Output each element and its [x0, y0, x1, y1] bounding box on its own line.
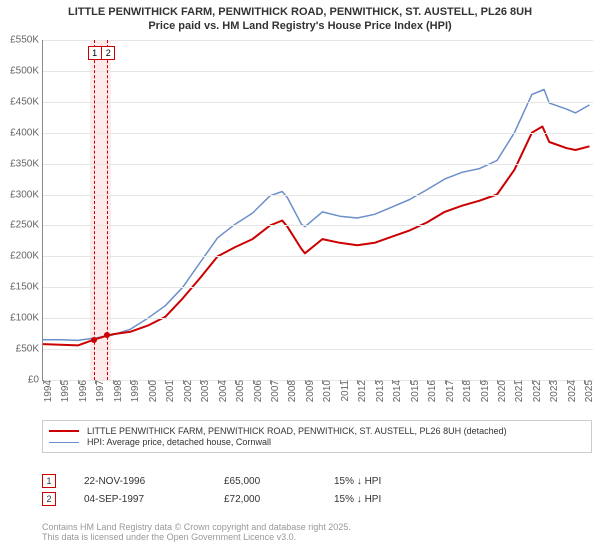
legend-swatch	[49, 430, 79, 432]
x-axis-label: 2025	[580, 380, 595, 402]
x-axis-label: 2004	[214, 380, 229, 402]
y-axis-label: £150K	[10, 282, 43, 293]
x-axis-label: 2017	[441, 380, 456, 402]
marker-number: 1	[88, 46, 102, 60]
gridline	[43, 225, 593, 226]
marker-dot	[91, 337, 97, 343]
series-line	[43, 127, 590, 346]
x-axis-label: 1998	[109, 380, 124, 402]
transaction-price: £65,000	[224, 476, 334, 487]
gridline	[43, 40, 593, 41]
gridline	[43, 71, 593, 72]
y-axis-label: £450K	[10, 96, 43, 107]
y-axis-label: £400K	[10, 127, 43, 138]
marker-dot	[104, 332, 110, 338]
x-axis-label: 1997	[91, 380, 106, 402]
x-axis-label: 2015	[406, 380, 421, 402]
y-axis-label: £200K	[10, 251, 43, 262]
legend-item: LITTLE PENWITHICK FARM, PENWITHICK ROAD,…	[49, 426, 585, 436]
x-axis-label: 1994	[39, 380, 54, 402]
transaction-date: 22-NOV-1996	[84, 476, 224, 487]
x-axis-label: 1995	[56, 380, 71, 402]
chart-title: LITTLE PENWITHICK FARM, PENWITHICK ROAD,…	[0, 0, 600, 36]
x-axis-label: 2001	[161, 380, 176, 402]
legend-item: HPI: Average price, detached house, Corn…	[49, 437, 585, 447]
y-axis-label: £500K	[10, 65, 43, 76]
title-line-1: LITTLE PENWITHICK FARM, PENWITHICK ROAD,…	[6, 6, 594, 20]
footer-line-1: Contains HM Land Registry data © Crown c…	[42, 522, 351, 532]
marker-number: 2	[101, 46, 115, 60]
footer-line-2: This data is licensed under the Open Gov…	[42, 532, 351, 542]
legend: LITTLE PENWITHICK FARM, PENWITHICK ROAD,…	[42, 420, 592, 453]
transaction-row: 2 04-SEP-1997£72,00015% ↓ HPI	[42, 492, 592, 506]
y-axis-label: £250K	[10, 220, 43, 231]
gridline	[43, 287, 593, 288]
x-axis-label: 2021	[510, 380, 525, 402]
transaction-date: 04-SEP-1997	[84, 494, 224, 505]
transaction-marker-number: 2	[42, 492, 56, 506]
gridline	[43, 318, 593, 319]
x-axis-label: 2019	[476, 380, 491, 402]
transaction-marker-number: 1	[42, 474, 56, 488]
x-axis-label: 2012	[353, 380, 368, 402]
gridline	[43, 256, 593, 257]
x-axis-label: 2002	[179, 380, 194, 402]
x-axis-label: 2013	[371, 380, 386, 402]
gridline	[43, 164, 593, 165]
series-line	[43, 90, 590, 341]
x-axis-label: 2006	[249, 380, 264, 402]
x-axis-label: 2016	[423, 380, 438, 402]
legend-label: LITTLE PENWITHICK FARM, PENWITHICK ROAD,…	[87, 426, 507, 436]
x-axis-label: 2020	[493, 380, 508, 402]
gridline	[43, 349, 593, 350]
x-axis-label: 2018	[458, 380, 473, 402]
x-axis-label: 2007	[266, 380, 281, 402]
x-axis-label: 2003	[196, 380, 211, 402]
legend-swatch	[49, 442, 79, 443]
gridline	[43, 133, 593, 134]
x-axis-label: 2000	[144, 380, 159, 402]
transaction-row: 1 22-NOV-1996£65,00015% ↓ HPI	[42, 474, 592, 488]
plot-area: £0£50K£100K£150K£200K£250K£300K£350K£400…	[42, 40, 593, 381]
gridline	[43, 102, 593, 103]
x-axis-label: 2014	[388, 380, 403, 402]
title-line-2: Price paid vs. HM Land Registry's House …	[6, 20, 594, 34]
x-axis-label: 1996	[74, 380, 89, 402]
transaction-delta: 15% ↓ HPI	[334, 494, 381, 505]
x-axis-label: 2023	[545, 380, 560, 402]
x-axis-label: 1999	[126, 380, 141, 402]
x-axis-label: 2022	[528, 380, 543, 402]
y-axis-label: £550K	[10, 35, 43, 46]
footer-attribution: Contains HM Land Registry data © Crown c…	[42, 522, 351, 542]
marker-vline	[94, 40, 95, 380]
x-axis-label: 2011	[336, 380, 351, 402]
y-axis-label: £100K	[10, 313, 43, 324]
x-axis-label: 2024	[563, 380, 578, 402]
line-series-svg	[43, 40, 593, 380]
transactions-table: 1 22-NOV-1996£65,00015% ↓ HPI 2 04-SEP-1997…	[42, 470, 592, 510]
transaction-delta: 15% ↓ HPI	[334, 476, 381, 487]
x-axis-label: 2010	[318, 380, 333, 402]
y-axis-label: £50K	[16, 344, 43, 355]
transaction-price: £72,000	[224, 494, 334, 505]
marker-vline	[107, 40, 108, 380]
y-axis-label: £300K	[10, 189, 43, 200]
gridline	[43, 195, 593, 196]
x-axis-label: 2008	[283, 380, 298, 402]
legend-label: HPI: Average price, detached house, Corn…	[87, 437, 271, 447]
x-axis-label: 2005	[231, 380, 246, 402]
x-axis-label: 2009	[301, 380, 316, 402]
y-axis-label: £350K	[10, 158, 43, 169]
chart-container: LITTLE PENWITHICK FARM, PENWITHICK ROAD,…	[0, 0, 600, 560]
